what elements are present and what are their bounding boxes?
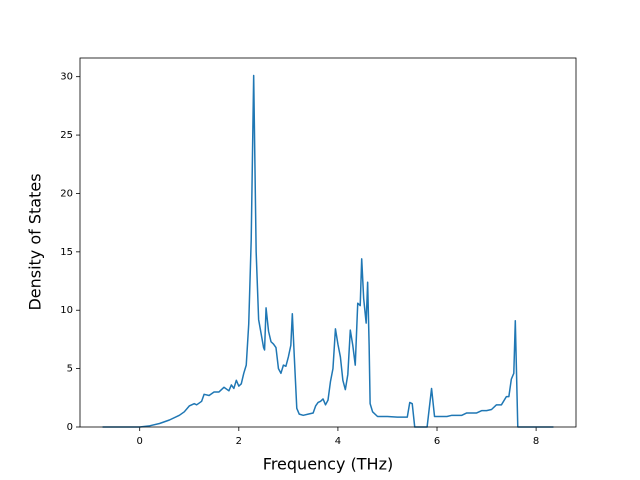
y-tick-label: 15 — [60, 247, 73, 258]
line-series — [102, 74, 554, 428]
x-axis-label: Frequency (THz) — [263, 455, 393, 474]
y-tick-label: 20 — [60, 188, 73, 199]
y-tick-label: 0 — [67, 422, 73, 433]
y-tick-label: 30 — [60, 72, 73, 83]
y-tick-label: 5 — [67, 364, 73, 375]
x-tick-label: 6 — [434, 436, 440, 447]
y-axis-label: Density of States — [26, 173, 45, 310]
y-tick-label: 25 — [60, 130, 73, 141]
x-tick-label: 2 — [236, 436, 242, 447]
x-tick-label: 0 — [137, 436, 143, 447]
y-tick-label: 10 — [60, 305, 73, 316]
x-tick-label: 8 — [533, 436, 539, 447]
x-tick-label: 4 — [335, 436, 341, 447]
axes-frame — [79, 57, 577, 428]
